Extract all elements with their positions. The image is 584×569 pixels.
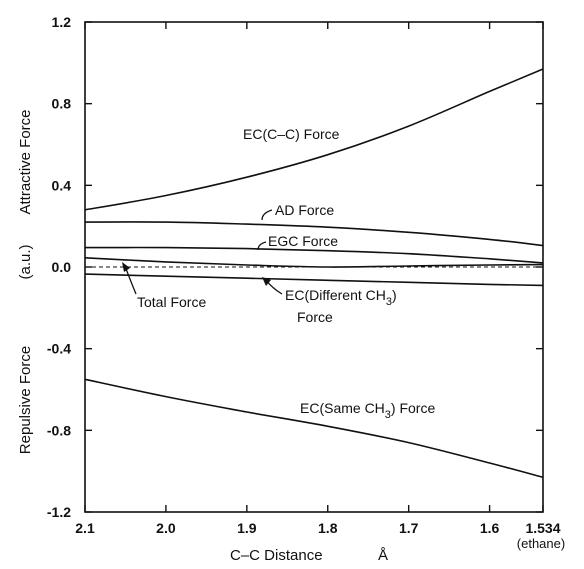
annotation-ec-different-line2: Force bbox=[297, 309, 333, 325]
annotation-ec-different: EC(Different CH3) bbox=[285, 287, 397, 308]
annotation-ec-different-text2: ) bbox=[392, 287, 397, 303]
annotation-ec-different-text: EC(Different CH bbox=[285, 287, 386, 303]
annotation-ec-same: EC(Same CH3) Force bbox=[300, 400, 435, 421]
series-line-5 bbox=[84, 378, 544, 479]
series-line-0 bbox=[84, 68, 544, 211]
annotation-ec-same-sub: 3 bbox=[385, 409, 391, 421]
ylabel-attractive: Attractive Force bbox=[17, 109, 34, 214]
series-line-1 bbox=[84, 221, 544, 247]
y-tick-label-5: -0.8 bbox=[47, 422, 71, 438]
y-tick-label-4: -0.4 bbox=[47, 341, 71, 357]
y-tick-label-3: 0.0 bbox=[52, 259, 72, 275]
y-tick-label-1: 0.8 bbox=[52, 96, 72, 112]
annotation-ad: AD Force bbox=[275, 202, 334, 218]
x-tick-label-2: 1.9 bbox=[237, 520, 257, 536]
ylabel-repulsive: Repulsive Force bbox=[17, 346, 34, 454]
x-tick-label-3: 1.8 bbox=[318, 520, 338, 536]
arrow-ad bbox=[261, 209, 273, 221]
x-tick-label-6: 1.534 bbox=[525, 520, 560, 536]
annotation-total: Total Force bbox=[137, 294, 206, 310]
ylabel-units: (a.u.) bbox=[17, 244, 34, 279]
x-extra-label: (ethane) bbox=[517, 536, 565, 551]
y-tick-label-6: -1.2 bbox=[47, 504, 71, 520]
series-line-3 bbox=[84, 257, 544, 268]
annotation-ec-cc: EC(C–C) Force bbox=[243, 126, 340, 142]
annotation-ec-same-text: EC(Same CH bbox=[300, 400, 385, 416]
arrowhead-total bbox=[122, 262, 130, 272]
arrowhead-ec-different bbox=[262, 277, 271, 286]
annotation-egc: EGC Force bbox=[268, 233, 338, 249]
arrow-egc bbox=[257, 241, 267, 251]
series-line-4 bbox=[84, 273, 544, 287]
tick-layer: 1.2 0.8 0.4 0.0 -0.4 -0.8 -1.22.1 2.0 1.9 1.8 1.7 1… bbox=[47, 14, 561, 536]
y-tick-label-2: 0.4 bbox=[52, 177, 72, 193]
series-line-2 bbox=[84, 246, 544, 264]
x-tick-label-0: 2.1 bbox=[75, 520, 95, 536]
x-tick-label-1: 2.0 bbox=[156, 520, 176, 536]
annotation-ec-different-sub: 3 bbox=[386, 296, 392, 308]
y-tick-label-0: 1.2 bbox=[52, 14, 72, 30]
x-tick-label-4: 1.7 bbox=[399, 520, 419, 536]
x-tick-label-5: 1.6 bbox=[480, 520, 500, 536]
xlabel-unit: Å bbox=[378, 547, 388, 564]
xlabel-text: C–C Distance bbox=[230, 547, 323, 564]
series-layer bbox=[84, 68, 544, 479]
annotation-layer: EC(C–C) Force AD Force EGC Force Total F… bbox=[122, 126, 435, 421]
annotation-ec-same-text2: ) Force bbox=[391, 400, 436, 416]
